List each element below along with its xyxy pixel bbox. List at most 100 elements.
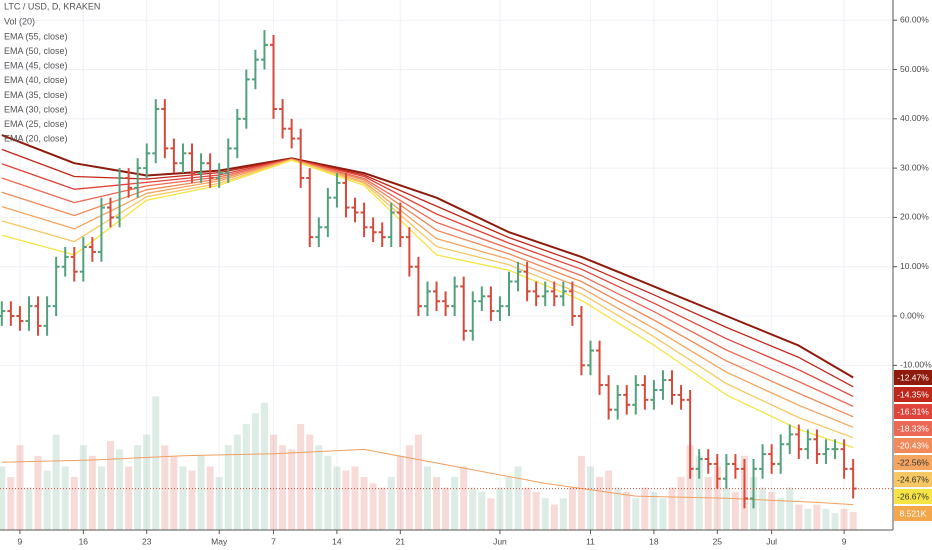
volume-bar <box>677 477 685 530</box>
volume-bar <box>70 477 78 530</box>
volume-bar <box>469 487 477 530</box>
x-tick-label: Jun <box>493 536 507 546</box>
legend-entry: EMA (35, close) <box>4 90 68 100</box>
x-tick-label: 9 <box>842 536 847 546</box>
volume-bar <box>505 477 513 530</box>
volume-bar <box>514 466 522 530</box>
volume-bar <box>550 504 558 530</box>
legend: LTC / USD, D, KRAKEN Vol (20) EMA (55, cl… <box>4 1 100 143</box>
volume-bar <box>215 477 223 530</box>
ema-line <box>1 159 854 428</box>
volume-bar <box>759 487 767 530</box>
volume-bar <box>659 498 667 530</box>
volume-bar <box>43 470 51 530</box>
x-tick-label: 9 <box>18 536 23 546</box>
volume-bar <box>731 491 739 530</box>
last-value-box <box>894 489 932 505</box>
volume-bar <box>297 424 305 530</box>
volume-bar <box>451 477 459 530</box>
last-value-label: -24.67% <box>897 474 929 484</box>
volume-layer <box>0 396 857 530</box>
volume-bar <box>170 455 178 530</box>
y-tick-label: 20.00% <box>900 212 929 222</box>
legend-entry: EMA (50, close) <box>4 46 68 56</box>
x-tick-label: Jul <box>766 536 777 546</box>
volume-bar <box>487 498 495 530</box>
volume-bar <box>342 470 350 530</box>
last-value-label: 8.521K <box>900 508 927 518</box>
y-tick-label: 50.00% <box>900 64 929 74</box>
volume-bar <box>831 513 839 530</box>
x-tick-label: 25 <box>713 536 723 546</box>
ema-line <box>1 158 854 397</box>
last-value-box <box>894 506 932 522</box>
volume-bar <box>16 445 24 530</box>
volume-bar <box>559 498 567 530</box>
volume-bar <box>315 445 323 530</box>
volume-bar <box>106 440 114 530</box>
last-value-box <box>894 387 932 403</box>
volume-bar <box>849 511 857 530</box>
legend-entry: EMA (45, close) <box>4 61 68 71</box>
last-value-box <box>894 370 932 386</box>
volume-bar <box>25 487 33 530</box>
last-value-label: -18.33% <box>897 423 929 433</box>
last-value-label: -22.56% <box>897 457 929 467</box>
ema-line <box>1 159 854 449</box>
volume-bar <box>152 396 160 530</box>
volume-bar <box>641 487 649 530</box>
volume-ma-line <box>1 448 854 506</box>
y-tick-label: 60.00% <box>900 14 929 24</box>
volume-bar <box>605 470 613 530</box>
volume-bar <box>442 487 450 530</box>
volume-bar <box>722 487 730 530</box>
volume-bar <box>61 466 69 530</box>
y-tick-label: 40.00% <box>900 113 929 123</box>
volume-bar <box>288 449 296 530</box>
volume-bar <box>433 477 441 530</box>
volume-bar <box>179 466 187 530</box>
volume-bar <box>596 477 604 530</box>
last-value-box <box>894 472 932 488</box>
volume-bar <box>423 466 431 530</box>
volume-bar <box>804 508 812 530</box>
x-tick-label: 16 <box>79 536 89 546</box>
ema-line <box>1 148 854 388</box>
volume-bar <box>224 445 232 530</box>
volume-bar <box>414 434 422 530</box>
volume-bar <box>840 508 848 530</box>
last-value-box <box>894 421 932 437</box>
volume-bar <box>97 466 105 530</box>
volume-bar <box>88 455 96 530</box>
volume-bar <box>0 466 6 530</box>
volume-bar <box>378 487 386 530</box>
legend-entry: EMA (40, close) <box>4 75 68 85</box>
legend-entry: EMA (25, close) <box>4 119 68 129</box>
volume-bar <box>768 491 776 530</box>
volume-bar <box>52 434 60 530</box>
volume-bar <box>577 455 585 530</box>
y-tick-label: 30.00% <box>900 162 929 172</box>
volume-bar <box>813 504 821 530</box>
volume-bar <box>79 445 87 530</box>
volume-bar <box>795 504 803 530</box>
x-tick-label: 21 <box>396 536 406 546</box>
volume-bar <box>587 466 595 530</box>
volume-bar <box>306 434 314 530</box>
last-value-box <box>894 455 932 471</box>
last-value-label: -20.43% <box>897 440 929 450</box>
last-value-label: -16.31% <box>897 406 929 416</box>
volume-bar <box>568 487 576 530</box>
volume-bar <box>478 491 486 530</box>
price-layer <box>0 30 893 509</box>
volume-bar <box>324 455 332 530</box>
volume-bar <box>161 445 169 530</box>
volume-bar <box>532 491 540 530</box>
volume-bar <box>279 445 287 530</box>
volume-bar <box>496 487 504 530</box>
legend-entry: EMA (20, close) <box>4 134 68 144</box>
legend-entry: Vol (20) <box>4 16 35 26</box>
